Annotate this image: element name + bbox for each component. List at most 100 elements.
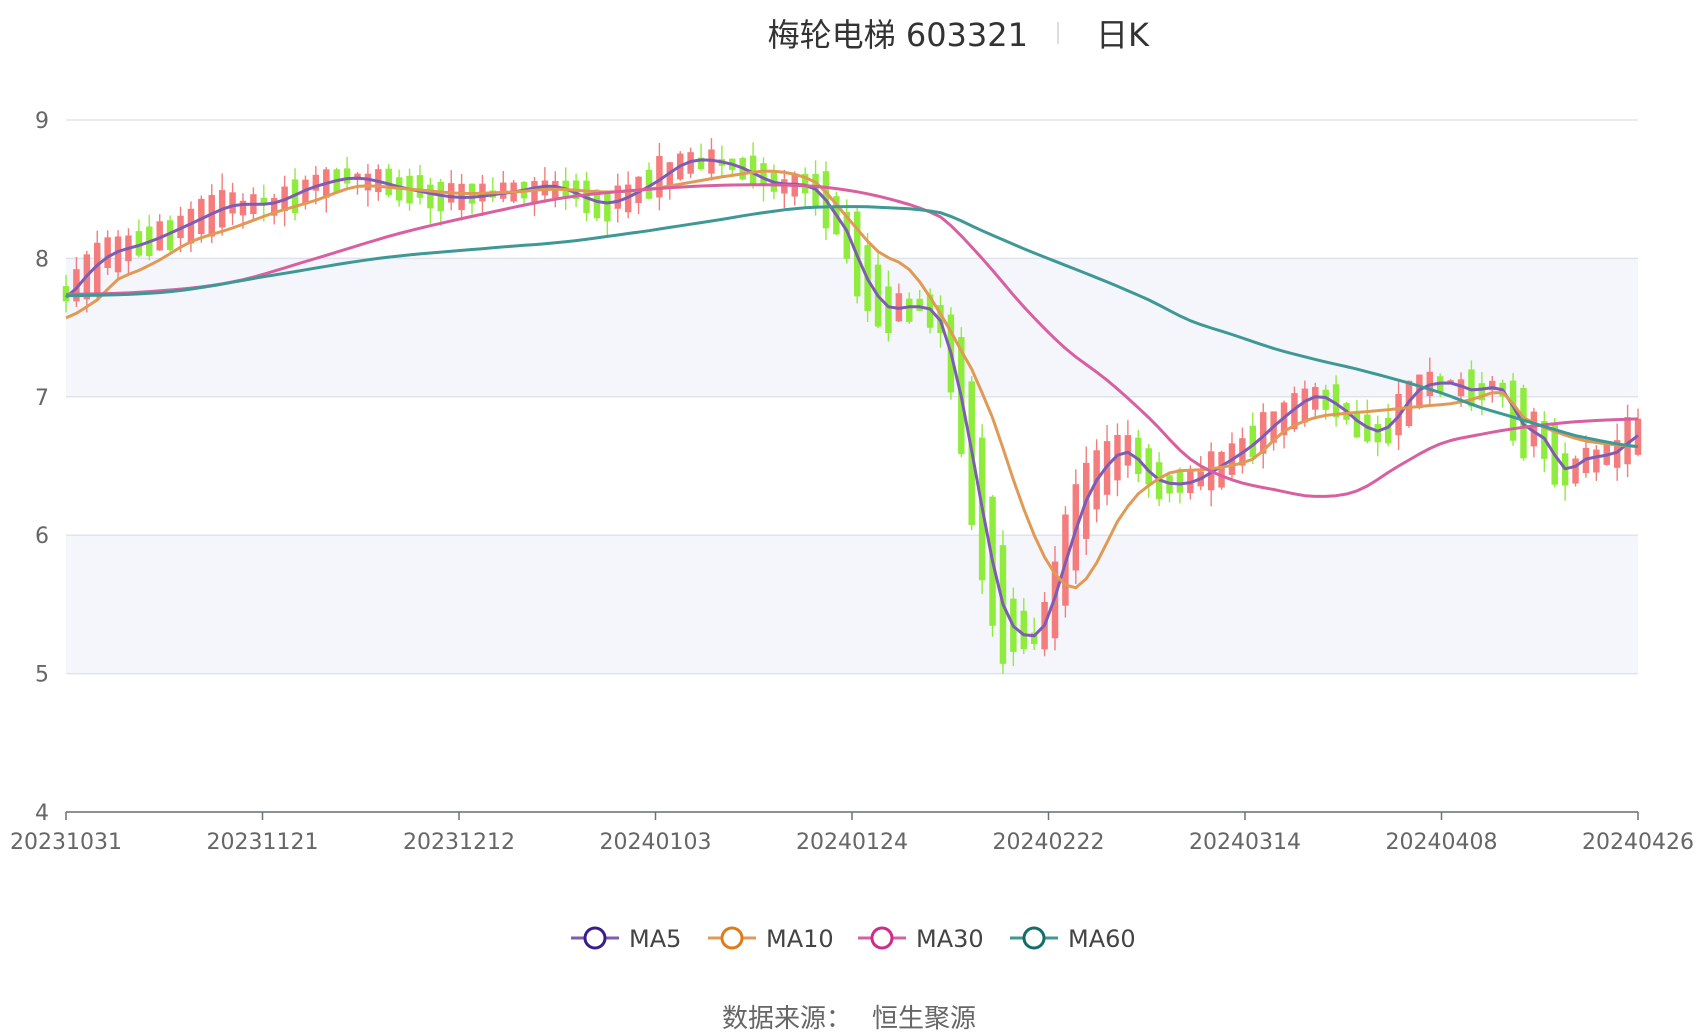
candle-body	[312, 174, 320, 191]
candle	[270, 193, 278, 225]
y-tick-label: 4	[35, 801, 49, 826]
ma10-line	[65, 169, 1639, 590]
candle-body	[385, 168, 392, 196]
candle-body	[1613, 440, 1621, 468]
candle-body	[614, 185, 621, 209]
candle-body	[500, 182, 507, 199]
candle	[437, 179, 445, 226]
x-tick-label: 20231031	[10, 830, 122, 855]
candle-body	[198, 198, 205, 235]
candle	[73, 256, 80, 307]
legend-item-ma5[interactable]: MA5	[571, 925, 681, 953]
candle	[166, 215, 174, 255]
legend[interactable]: MA5 MA10 MA30 MA60	[571, 925, 1136, 953]
ma5-line	[65, 158, 1639, 638]
legend-label: MA5	[629, 925, 681, 953]
candle-body	[604, 192, 611, 222]
candle-body	[697, 157, 705, 169]
candle	[343, 156, 351, 190]
candle-body	[1593, 449, 1600, 473]
candle-body	[885, 286, 892, 334]
candle-body	[427, 184, 434, 209]
candle	[531, 176, 538, 217]
candle	[1249, 412, 1257, 465]
x-tick-label: 20240103	[600, 830, 712, 855]
candle	[354, 172, 361, 195]
legend-marker	[583, 926, 607, 950]
candle-body	[1020, 610, 1028, 650]
candle-body	[531, 181, 538, 204]
candle-body	[208, 195, 215, 237]
candle-body	[656, 156, 663, 198]
candle	[1374, 415, 1381, 457]
legend-label: MA10	[766, 925, 834, 953]
x-tick-label: 20240408	[1386, 830, 1498, 855]
candle-body	[916, 298, 923, 311]
candle-body	[843, 211, 851, 259]
candle-body	[1468, 369, 1475, 407]
candle-body	[135, 231, 143, 256]
legend-item-ma30[interactable]: MA30	[858, 925, 984, 953]
candle	[1114, 423, 1121, 497]
candle-body	[114, 236, 122, 273]
candle	[416, 164, 424, 205]
candle-body	[1291, 393, 1298, 430]
candle-body	[187, 208, 195, 244]
legend-item-ma10[interactable]: MA10	[708, 925, 834, 953]
y-tick-label: 6	[35, 524, 49, 549]
y-axis-ticks: 4 5 6 7 8 9	[35, 109, 49, 826]
x-tick-label: 20240426	[1582, 830, 1694, 855]
candle-body	[239, 200, 247, 216]
candle-body	[1384, 417, 1392, 444]
candle-body	[1030, 632, 1038, 645]
plot-band	[66, 535, 1638, 674]
x-tick-label: 20240314	[1189, 830, 1301, 855]
candle-body	[343, 168, 351, 184]
candle	[468, 183, 476, 215]
candle	[218, 173, 226, 236]
candle	[1301, 380, 1309, 427]
candle	[697, 143, 705, 171]
ma30-line	[65, 183, 1639, 498]
candle	[1135, 429, 1142, 483]
candle-body	[1624, 417, 1631, 465]
candle	[1312, 382, 1319, 420]
candle-body	[1374, 424, 1381, 443]
candle	[749, 142, 757, 189]
x-axis: 20231031 20231121 20231212 20240103 20240124…	[10, 811, 1694, 855]
candle	[1124, 420, 1132, 478]
candle-body	[156, 221, 163, 251]
candle-body	[229, 192, 236, 214]
chart-title-period: 日K	[1096, 16, 1150, 54]
candle	[1593, 445, 1600, 481]
candle	[1218, 450, 1225, 490]
candle	[114, 230, 122, 281]
candle-body	[593, 189, 601, 219]
candle	[614, 173, 621, 223]
candle-body	[1176, 469, 1184, 493]
candle-body	[1135, 437, 1142, 474]
candle	[385, 164, 392, 198]
candle	[447, 170, 455, 211]
legend-item-ma60[interactable]: MA60	[1010, 925, 1136, 953]
candle	[781, 169, 788, 209]
candle-body	[1145, 448, 1152, 485]
candle	[427, 177, 434, 224]
candle	[604, 190, 611, 238]
ma60-line	[65, 205, 1639, 449]
candle	[146, 214, 153, 261]
x-tick-label: 20231121	[207, 830, 319, 855]
candle	[229, 182, 236, 225]
candle	[1561, 442, 1569, 501]
y-tick-label: 5	[35, 663, 49, 688]
legend-label: MA60	[1068, 925, 1136, 953]
candle	[1166, 471, 1173, 503]
source-label: 数据来源：	[722, 1004, 852, 1034]
candle	[1489, 376, 1496, 403]
x-tick-label: 20231212	[403, 830, 515, 855]
candle-body	[1259, 412, 1267, 454]
candle	[635, 176, 642, 215]
candle-body	[1301, 388, 1309, 423]
candle-body	[166, 220, 174, 251]
candle-body	[1353, 411, 1361, 438]
